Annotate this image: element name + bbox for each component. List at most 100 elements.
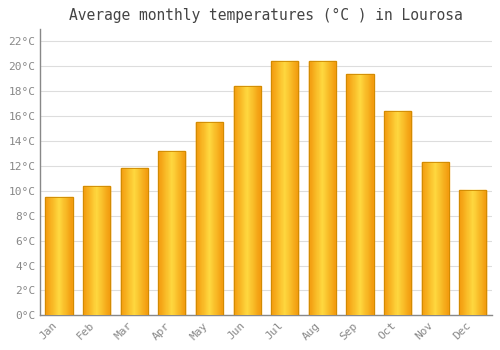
Bar — [283, 61, 284, 315]
Bar — [460, 189, 461, 315]
Bar — [319, 61, 320, 315]
Bar — [210, 122, 211, 315]
Bar — [160, 151, 161, 315]
Bar — [216, 122, 217, 315]
Bar — [136, 168, 137, 315]
Bar — [122, 168, 123, 315]
Bar — [127, 168, 128, 315]
Bar — [460, 189, 486, 315]
Bar — [331, 61, 332, 315]
Bar — [485, 189, 486, 315]
Bar — [217, 122, 218, 315]
Bar — [124, 168, 125, 315]
Bar — [162, 151, 163, 315]
Bar — [235, 86, 236, 315]
Bar — [173, 151, 174, 315]
Bar — [83, 186, 84, 315]
Bar — [484, 189, 485, 315]
Bar — [104, 186, 105, 315]
Bar — [242, 86, 243, 315]
Bar — [461, 189, 462, 315]
Bar — [289, 61, 290, 315]
Bar — [373, 74, 374, 315]
Bar — [106, 186, 107, 315]
Bar — [94, 186, 95, 315]
Bar — [481, 189, 482, 315]
Bar — [140, 168, 141, 315]
Bar — [348, 74, 349, 315]
Bar — [238, 86, 239, 315]
Bar — [473, 189, 474, 315]
Bar — [259, 86, 260, 315]
Bar — [448, 162, 449, 315]
Bar — [105, 186, 106, 315]
Bar — [290, 61, 291, 315]
Bar — [133, 168, 134, 315]
Bar — [330, 61, 331, 315]
Bar — [322, 61, 323, 315]
Bar — [399, 111, 400, 315]
Bar — [108, 186, 109, 315]
Bar — [364, 74, 365, 315]
Bar — [294, 61, 295, 315]
Bar — [182, 151, 184, 315]
Bar — [121, 168, 122, 315]
Bar — [408, 111, 409, 315]
Bar — [275, 61, 276, 315]
Bar — [69, 197, 70, 315]
Bar — [277, 61, 278, 315]
Bar — [120, 168, 148, 315]
Bar — [316, 61, 317, 315]
Bar — [424, 162, 425, 315]
Bar — [362, 74, 363, 315]
Bar — [202, 122, 203, 315]
Bar — [384, 111, 385, 315]
Bar — [398, 111, 399, 315]
Bar — [98, 186, 99, 315]
Bar — [66, 197, 67, 315]
Bar — [132, 168, 133, 315]
Bar — [100, 186, 101, 315]
Bar — [440, 162, 441, 315]
Bar — [208, 122, 209, 315]
Bar — [309, 61, 336, 315]
Bar — [296, 61, 297, 315]
Bar — [168, 151, 169, 315]
Bar — [52, 197, 53, 315]
Bar — [479, 189, 480, 315]
Bar — [278, 61, 279, 315]
Bar — [138, 168, 139, 315]
Bar — [109, 186, 110, 315]
Bar — [335, 61, 336, 315]
Bar — [137, 168, 138, 315]
Bar — [445, 162, 446, 315]
Bar — [390, 111, 391, 315]
Bar — [407, 111, 408, 315]
Bar — [102, 186, 103, 315]
Bar — [169, 151, 170, 315]
Bar — [87, 186, 88, 315]
Bar — [352, 74, 353, 315]
Bar — [430, 162, 431, 315]
Bar — [365, 74, 366, 315]
Bar — [64, 197, 65, 315]
Bar — [211, 122, 212, 315]
Bar — [47, 197, 48, 315]
Bar — [392, 111, 394, 315]
Bar — [141, 168, 142, 315]
Bar — [443, 162, 444, 315]
Bar — [204, 122, 205, 315]
Bar — [472, 189, 473, 315]
Bar — [463, 189, 464, 315]
Bar — [385, 111, 386, 315]
Bar — [389, 111, 390, 315]
Bar — [354, 74, 355, 315]
Bar — [313, 61, 314, 315]
Bar — [315, 61, 316, 315]
Bar — [360, 74, 361, 315]
Bar — [167, 151, 168, 315]
Bar — [53, 197, 54, 315]
Bar — [46, 197, 72, 315]
Bar — [145, 168, 146, 315]
Bar — [201, 122, 202, 315]
